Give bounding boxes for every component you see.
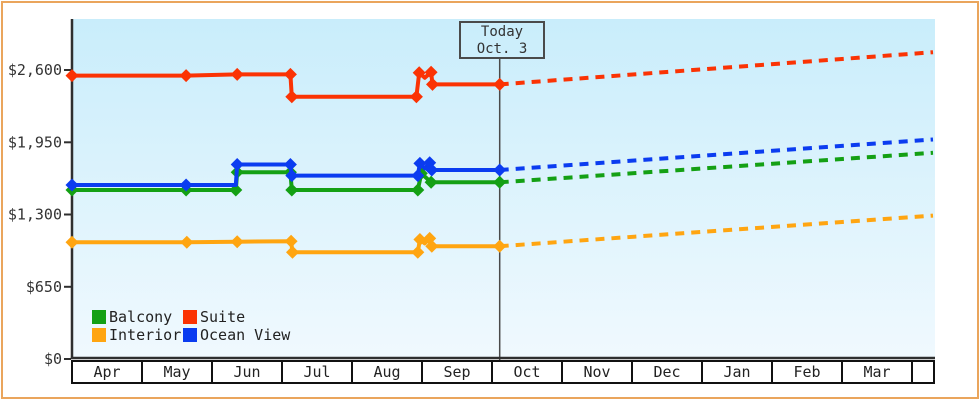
x-axis-month-row: Apr May Jun Jul Aug Sep Oct Nov Dec Jan Feb Mar — [71, 360, 935, 384]
legend-label: Interior — [109, 326, 182, 344]
data-point-interior — [413, 233, 427, 246]
data-point-interior — [286, 245, 299, 259]
month-cell-jul: Jul — [283, 362, 353, 382]
data-point-ocean-view — [411, 169, 425, 183]
legend-label: Suite — [200, 308, 246, 326]
data-point-suite — [493, 77, 507, 91]
legend-swatch-suite — [183, 310, 197, 324]
data-point-interior — [411, 245, 425, 259]
data-point-ocean-view — [425, 163, 439, 177]
data-point-ocean-view — [283, 158, 297, 171]
data-point-suite — [412, 66, 426, 80]
data-point-ocean-view — [230, 158, 244, 171]
data-point-suite — [426, 77, 439, 91]
month-cell-jun: Jun — [213, 362, 283, 382]
data-point-ocean-view — [65, 178, 79, 192]
legend-label: Ocean View — [200, 326, 291, 344]
month-cell-may: May — [143, 362, 213, 382]
today-label: Today — [480, 24, 524, 40]
month-cell-dec: Dec — [633, 362, 703, 382]
legend-label: Balcony — [109, 308, 173, 326]
data-point-ocean-view — [179, 178, 193, 192]
legend-item-balcony: Balcony — [92, 308, 173, 326]
data-point-suite — [230, 67, 244, 81]
data-point-interior — [425, 239, 439, 253]
data-point-suite — [285, 90, 299, 104]
y-axis-tick-label: $1,950 — [8, 133, 62, 151]
legend-swatch-interior — [92, 328, 106, 342]
data-point-ocean-view — [493, 163, 507, 177]
data-point-ocean-view — [413, 156, 427, 170]
legend-item-interior: Interior — [92, 326, 182, 344]
data-point-suite — [65, 69, 79, 83]
month-cell-apr: Apr — [73, 362, 143, 382]
projection-line-suite — [499, 50, 934, 87]
data-point-interior — [65, 235, 79, 249]
projection-line-ocean-view — [499, 137, 934, 172]
data-point-interior — [180, 235, 194, 249]
data-point-balcony — [285, 183, 299, 197]
data-point-interior — [230, 235, 244, 249]
today-marker-box: Today Oct. 3 — [459, 21, 545, 59]
y-axis-tick-label: $1,300 — [8, 206, 62, 224]
data-point-suite — [179, 69, 193, 83]
data-point-ocean-view — [285, 169, 299, 183]
today-date: Oct. 3 — [476, 41, 528, 57]
data-point-balcony — [493, 175, 507, 189]
legend-swatch-balcony — [92, 310, 106, 324]
month-cell-aug: Aug — [353, 362, 423, 382]
projection-line-balcony — [499, 150, 934, 185]
month-cell-mar: Mar — [843, 362, 913, 382]
data-point-interior — [284, 234, 298, 248]
projection-line-interior — [499, 213, 934, 249]
y-axis-tick-label: $0 — [44, 350, 62, 368]
month-cell-nov: Nov — [563, 362, 633, 382]
data-point-suite — [409, 90, 423, 104]
legend-item-suite: Suite — [183, 308, 246, 326]
data-point-balcony — [424, 175, 438, 189]
month-cell-feb: Feb — [773, 362, 843, 382]
y-axis-tick-label: $650 — [26, 278, 62, 296]
data-point-suite — [283, 67, 297, 81]
y-axis-tick-label: $2,600 — [8, 61, 62, 79]
month-cell-sep: Sep — [423, 362, 493, 382]
data-point-balcony — [411, 183, 425, 197]
month-cell-oct: Oct — [493, 362, 563, 382]
legend-swatch-ocean-view — [183, 328, 197, 342]
legend-item-ocean-view: Ocean View — [183, 326, 291, 344]
month-cell-jan: Jan — [703, 362, 773, 382]
data-point-interior — [493, 239, 507, 253]
data-point-suite — [424, 65, 438, 79]
month-cell-stub — [913, 362, 933, 382]
